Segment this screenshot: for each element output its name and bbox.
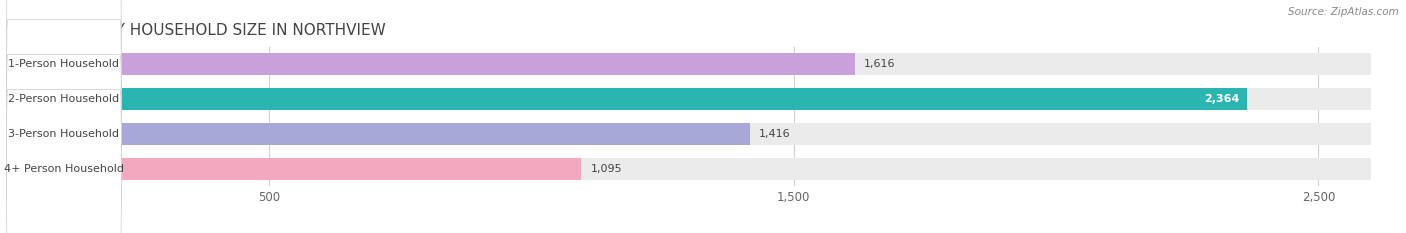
Text: 1,616: 1,616 bbox=[865, 59, 896, 69]
Bar bbox=[7, 158, 582, 180]
Bar bbox=[7, 158, 1371, 180]
Bar bbox=[7, 53, 855, 75]
Bar bbox=[7, 123, 1371, 145]
FancyBboxPatch shape bbox=[7, 0, 121, 144]
FancyBboxPatch shape bbox=[7, 20, 121, 178]
FancyBboxPatch shape bbox=[7, 55, 121, 213]
Text: 3-Person Household: 3-Person Household bbox=[8, 129, 120, 139]
Bar bbox=[7, 123, 749, 145]
Text: OCCUPANCY BY HOUSEHOLD SIZE IN NORTHVIEW: OCCUPANCY BY HOUSEHOLD SIZE IN NORTHVIEW bbox=[7, 24, 385, 38]
Text: 1-Person Household: 1-Person Household bbox=[8, 59, 120, 69]
Text: 1,095: 1,095 bbox=[591, 164, 623, 174]
Text: Source: ZipAtlas.com: Source: ZipAtlas.com bbox=[1288, 7, 1399, 17]
FancyBboxPatch shape bbox=[7, 90, 121, 233]
Bar bbox=[7, 88, 1247, 110]
Text: 1,416: 1,416 bbox=[759, 129, 790, 139]
Text: 2,364: 2,364 bbox=[1204, 94, 1239, 104]
Bar bbox=[7, 88, 1371, 110]
Bar bbox=[7, 53, 1371, 75]
Text: 2-Person Household: 2-Person Household bbox=[8, 94, 120, 104]
Text: 4+ Person Household: 4+ Person Household bbox=[4, 164, 124, 174]
